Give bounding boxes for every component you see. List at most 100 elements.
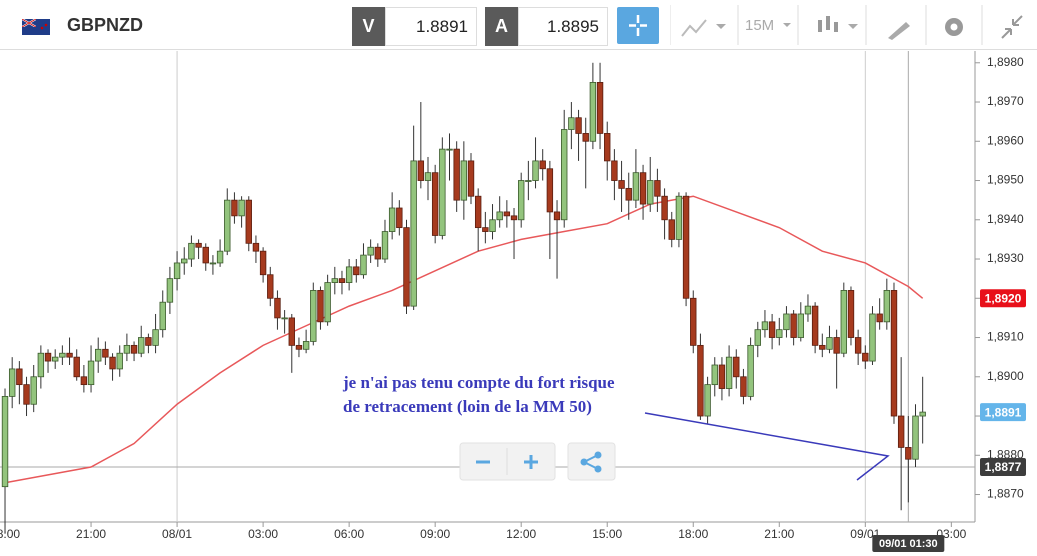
candle <box>166 266 174 314</box>
candle-body <box>367 246 374 256</box>
candle-body <box>568 117 575 130</box>
candle-body <box>1 395 9 488</box>
candle <box>23 376 30 417</box>
candle <box>231 192 238 224</box>
candle-body <box>575 117 582 134</box>
candle <box>517 172 525 228</box>
candle-body <box>310 290 317 342</box>
candle-body <box>8 368 16 397</box>
bid-price: 1.8891 <box>385 7 477 46</box>
y-tick-label: 1,8950 <box>987 173 1024 187</box>
candle <box>431 164 439 244</box>
candle <box>768 313 776 350</box>
candle-body <box>697 344 704 417</box>
candle <box>690 290 697 354</box>
price-tag <box>980 458 1026 477</box>
candle <box>295 337 303 358</box>
candle <box>539 149 546 181</box>
candle <box>589 62 597 150</box>
candle <box>575 109 582 161</box>
candle <box>274 290 281 330</box>
candle <box>37 345 45 389</box>
candle <box>754 321 761 358</box>
candle-body <box>661 195 668 221</box>
candle-body <box>632 172 640 201</box>
candle <box>804 294 812 322</box>
x-tick-label: 12:00 <box>506 527 536 541</box>
candle-body <box>16 368 23 386</box>
candle-body <box>95 348 102 362</box>
candle-body <box>181 258 188 264</box>
candle-body <box>776 329 783 338</box>
annotation-line: de retracement (loin de la MM 50) <box>343 397 592 416</box>
candle <box>109 353 116 381</box>
candle-body <box>625 187 632 201</box>
zoom-controls <box>459 442 616 481</box>
candle <box>553 200 561 279</box>
candle-body <box>138 337 145 354</box>
candle-body <box>919 411 926 417</box>
share-button[interactable] <box>567 442 616 481</box>
candle-body <box>324 282 331 323</box>
crosshair-x-label: 09/01 01:30 <box>879 538 938 550</box>
bid-label[interactable]: V <box>352 7 385 46</box>
candle-body <box>819 344 826 350</box>
candle-body <box>546 168 554 213</box>
candle <box>388 192 396 240</box>
candle-body <box>439 148 446 236</box>
candle <box>317 286 324 330</box>
x-tick-label: 09:00 <box>420 527 450 541</box>
candle <box>66 337 73 365</box>
candle-body <box>675 195 683 240</box>
candle <box>675 192 683 248</box>
candle <box>374 243 382 267</box>
candle-body <box>883 290 891 323</box>
crosshair-button[interactable] <box>617 7 659 44</box>
candle-body <box>811 305 819 346</box>
candle <box>811 302 819 354</box>
candle-body <box>388 207 396 232</box>
candle-body <box>503 211 511 217</box>
candle-body <box>460 160 468 201</box>
candle-body <box>87 360 95 386</box>
candle-body <box>474 195 482 229</box>
candle-body <box>317 290 324 323</box>
candle <box>740 368 747 405</box>
candle <box>611 149 618 201</box>
candle <box>869 306 876 365</box>
candle-body <box>216 250 224 264</box>
candle <box>460 141 468 220</box>
candle <box>331 266 338 295</box>
candle-body <box>152 329 159 346</box>
candle-body <box>482 227 489 232</box>
candle-body <box>331 278 338 283</box>
y-tick-label: 1,8930 <box>987 251 1024 265</box>
candle-body <box>604 133 611 162</box>
candle-body <box>854 337 862 354</box>
y-tick-label: 1,8880 <box>987 447 1024 461</box>
price-tag <box>980 403 1026 422</box>
candle-body <box>682 195 690 299</box>
candle-body <box>202 246 209 264</box>
zoom-in[interactable] <box>524 455 538 469</box>
candle-body <box>704 384 711 417</box>
candle <box>259 247 267 283</box>
candle <box>281 310 288 334</box>
timeframe[interactable]: 15M <box>745 17 775 34</box>
candle <box>87 345 95 393</box>
candle-body <box>102 348 109 358</box>
candle-body <box>525 180 532 182</box>
candle-body <box>747 344 754 397</box>
candle <box>324 274 331 326</box>
candle <box>16 361 23 405</box>
candle <box>288 313 295 373</box>
candle <box>267 266 274 307</box>
candle-body <box>611 160 618 181</box>
candle-body <box>912 415 919 460</box>
candle-body <box>589 82 597 142</box>
candle <box>202 243 209 271</box>
ask-label[interactable]: A <box>485 7 518 46</box>
candle <box>8 357 16 409</box>
